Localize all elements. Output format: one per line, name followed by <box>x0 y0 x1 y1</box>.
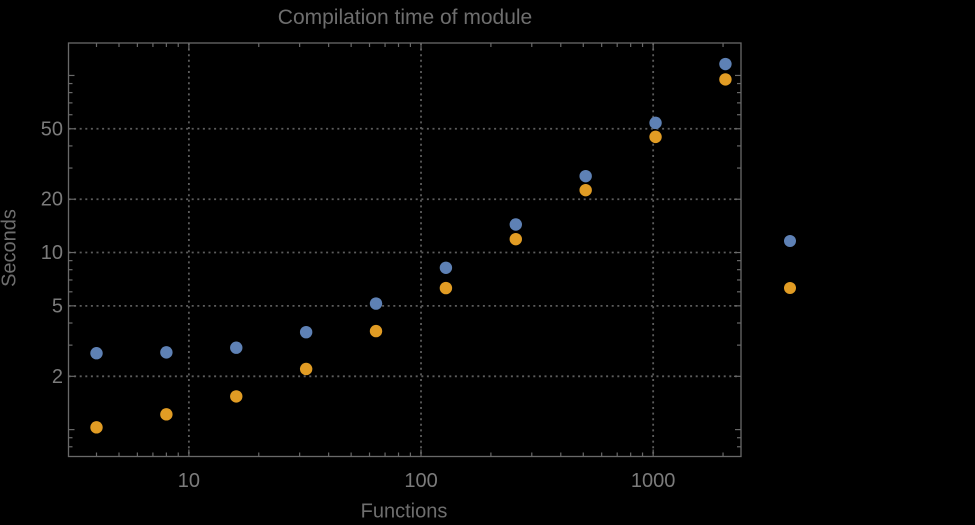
point-blue-x128 <box>439 261 453 274</box>
point-orange-x16 <box>230 390 243 403</box>
point-blue-x512 <box>579 169 592 183</box>
point-orange-x4 <box>90 421 103 434</box>
point-blue-x2048 <box>719 57 732 71</box>
x-tick-label-10: 10 <box>178 470 200 492</box>
point-orange-x512 <box>579 183 592 197</box>
point-blue-x1024 <box>649 116 662 130</box>
point-blue-x64 <box>369 297 383 310</box>
y-tick-label-20: 20 <box>41 189 63 211</box>
y-tick-label-10: 10 <box>41 242 63 264</box>
point-orange-x2048 <box>719 73 732 86</box>
point-orange-x256 <box>509 232 522 246</box>
point-orange-x32 <box>299 362 313 376</box>
point-orange-x8 <box>160 408 173 421</box>
point-blue-x256 <box>509 218 522 231</box>
y-tick-label-50: 50 <box>41 118 63 140</box>
point-blue-x8 <box>160 346 173 359</box>
x-tick-label-100: 100 <box>404 470 437 492</box>
x-axis-label: Functions <box>360 500 448 523</box>
chart-title: Compilation time of module <box>277 6 533 29</box>
point-blue-x16 <box>230 341 243 354</box>
plot-frame <box>67 42 742 458</box>
legend-marker-blue <box>784 235 796 247</box>
point-orange-x64 <box>369 324 383 338</box>
point-blue-x4 <box>90 347 103 360</box>
legend-marker-orange <box>784 282 796 294</box>
point-orange-x128 <box>439 281 453 295</box>
y-axis-label: Seconds <box>0 209 21 287</box>
x-tick-label-1000: 1000 <box>631 470 676 492</box>
y-tick-label-5: 5 <box>52 295 63 317</box>
point-blue-x32 <box>299 325 313 339</box>
point-orange-x1024 <box>649 130 662 144</box>
y-tick-label-2: 2 <box>52 366 63 388</box>
